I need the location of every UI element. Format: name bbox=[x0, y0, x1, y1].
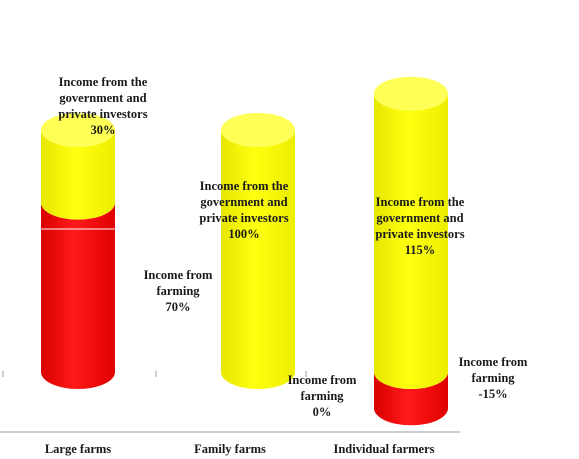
data-label-government-0-line-2: private investors bbox=[58, 107, 147, 121]
data-label-farming-1-line-1: farming bbox=[300, 389, 344, 403]
data-label-government-2-line-0: Income from the bbox=[376, 195, 465, 209]
data-label-government-1-line-1: government and bbox=[200, 195, 287, 209]
data-label-farming-1-line-2: 0% bbox=[313, 405, 332, 419]
data-label-government-0-line-1: government and bbox=[59, 91, 146, 105]
data-label-farming-0-line-1: farming bbox=[156, 284, 200, 298]
bar-government-individual-farmers-top bbox=[374, 76, 448, 111]
category-label-family-farms: Family farms bbox=[194, 442, 266, 456]
data-label-government-0-line-3: 30% bbox=[91, 123, 116, 137]
data-label-farming-2-line-1: farming bbox=[471, 371, 515, 385]
data-label-government-0-line-0: Income from the bbox=[59, 75, 148, 89]
data-label-government-1-line-2: private investors bbox=[199, 211, 288, 225]
bar-government-large-farms-body bbox=[41, 130, 115, 220]
bar-government-family-farms-body bbox=[221, 130, 295, 389]
data-labels-group: Income from the government and private inv… bbox=[58, 75, 528, 419]
bar-farming-individual-farmers-body bbox=[374, 372, 448, 426]
data-label-farming-0-line-2: 70% bbox=[166, 300, 191, 314]
bar-government-family-farms-top bbox=[221, 113, 295, 147]
category-label-large-farms: Large farms bbox=[45, 442, 111, 456]
data-label-government-1-line-3: 100% bbox=[228, 227, 259, 241]
bar-government-large-farms bbox=[41, 113, 115, 220]
bar-government-family-farms bbox=[221, 113, 295, 389]
data-label-farming-2-line-0: Income from bbox=[459, 355, 528, 369]
data-label-government-2-line-1: government and bbox=[376, 211, 463, 225]
data-label-government-2-line-2: private investors bbox=[375, 227, 464, 241]
category-label-individual-farmers: Individual farmers bbox=[333, 442, 434, 456]
bar-farming-individual-farmers bbox=[374, 372, 448, 426]
data-label-government-2-line-3: 115% bbox=[405, 243, 436, 257]
data-label-farming-2-line-2: -15% bbox=[478, 387, 507, 401]
data-label-government-1-line-0: Income from the bbox=[200, 179, 289, 193]
bars-group bbox=[41, 76, 448, 426]
bar-government-individual-farmers bbox=[374, 76, 448, 389]
bar-government-individual-farmers-body bbox=[374, 93, 448, 389]
data-label-farming-1-line-0: Income from bbox=[288, 373, 357, 387]
bar-farming-large-farms bbox=[41, 202, 115, 389]
data-label-farming-0-line-0: Income from bbox=[144, 268, 213, 282]
bar-government-large-farms-top bbox=[41, 113, 115, 147]
bar-farming-large-farms-body bbox=[41, 202, 115, 389]
